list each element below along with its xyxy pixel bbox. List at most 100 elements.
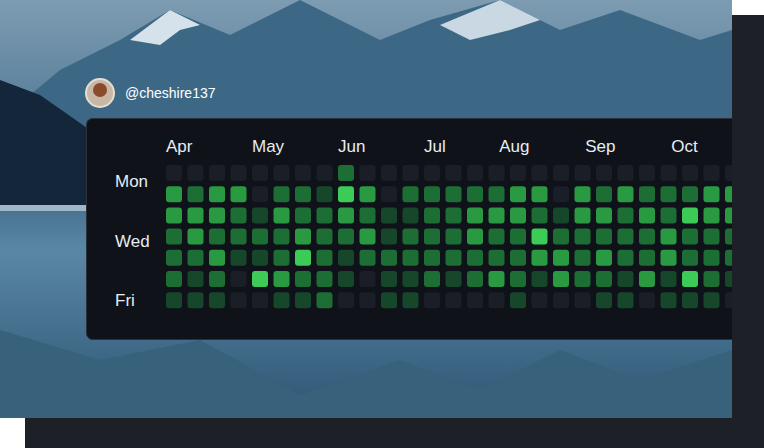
card: AprMayJunJulAugSepOctMonWedFri — [87, 119, 733, 340]
cell — [510, 165, 526, 181]
cell — [575, 165, 591, 181]
cell — [532, 207, 548, 223]
cell — [682, 250, 698, 266]
cell — [381, 165, 397, 181]
cell — [553, 207, 569, 223]
cell — [381, 271, 397, 287]
cell — [252, 271, 268, 287]
cell — [188, 292, 204, 308]
cell — [661, 165, 677, 181]
cell — [682, 229, 698, 245]
cell — [188, 186, 204, 202]
cell — [553, 271, 569, 287]
month-label: Apr — [166, 137, 193, 156]
cell — [209, 229, 225, 245]
cell — [467, 165, 483, 181]
cell — [618, 186, 634, 202]
cell — [618, 292, 634, 308]
cell — [317, 271, 333, 287]
cell — [274, 229, 290, 245]
cell — [403, 229, 419, 245]
cell — [188, 229, 204, 245]
cell — [166, 186, 182, 202]
cell — [274, 165, 290, 181]
cell — [166, 250, 182, 266]
cell — [295, 271, 311, 287]
cell — [575, 271, 591, 287]
cell — [618, 271, 634, 287]
cell — [209, 271, 225, 287]
cell — [381, 229, 397, 245]
cell — [166, 229, 182, 245]
cell — [381, 292, 397, 308]
cell — [338, 250, 354, 266]
cell — [274, 271, 290, 287]
cell — [510, 186, 526, 202]
cell — [403, 292, 419, 308]
cell — [209, 250, 225, 266]
cell — [209, 292, 225, 308]
cell — [467, 250, 483, 266]
page: @cheshire137AprMayJunJulAugSepOctMonWedF… — [0, 0, 764, 448]
cell — [166, 292, 182, 308]
cell — [295, 229, 311, 245]
cell — [510, 292, 526, 308]
cell — [381, 250, 397, 266]
cell — [489, 271, 505, 287]
cell — [274, 292, 290, 308]
cell — [231, 292, 247, 308]
cell — [704, 250, 720, 266]
cell — [188, 250, 204, 266]
cell — [532, 292, 548, 308]
cell — [725, 250, 732, 266]
cell — [295, 186, 311, 202]
snow — [440, 0, 540, 40]
cell — [489, 229, 505, 245]
cell — [682, 165, 698, 181]
cell — [661, 250, 677, 266]
cell — [424, 292, 440, 308]
cell — [618, 229, 634, 245]
cell — [274, 250, 290, 266]
cell — [381, 186, 397, 202]
cell — [338, 165, 354, 181]
cell — [575, 229, 591, 245]
cell — [725, 165, 732, 181]
cell — [575, 250, 591, 266]
cell — [317, 292, 333, 308]
cell — [596, 271, 612, 287]
cell — [575, 186, 591, 202]
cells — [166, 165, 732, 308]
cell — [725, 292, 732, 308]
cell — [274, 207, 290, 223]
cell — [618, 165, 634, 181]
cell — [467, 186, 483, 202]
cell — [725, 271, 732, 287]
cell — [317, 229, 333, 245]
cell — [317, 186, 333, 202]
cell — [682, 186, 698, 202]
cell — [510, 229, 526, 245]
cell — [661, 271, 677, 287]
cell — [424, 229, 440, 245]
cell — [553, 229, 569, 245]
cell — [403, 165, 419, 181]
cell — [252, 186, 268, 202]
cell — [381, 207, 397, 223]
cell — [725, 186, 732, 202]
cell — [661, 207, 677, 223]
cell — [403, 207, 419, 223]
cell — [467, 207, 483, 223]
cell — [252, 250, 268, 266]
month-label: Jun — [338, 137, 365, 156]
cell — [661, 229, 677, 245]
cell — [489, 292, 505, 308]
cell — [166, 271, 182, 287]
cell — [510, 250, 526, 266]
cell — [446, 292, 462, 308]
month-label: May — [252, 137, 285, 156]
cell — [252, 292, 268, 308]
day-label: Fri — [115, 291, 135, 310]
cell — [252, 207, 268, 223]
cell — [639, 229, 655, 245]
